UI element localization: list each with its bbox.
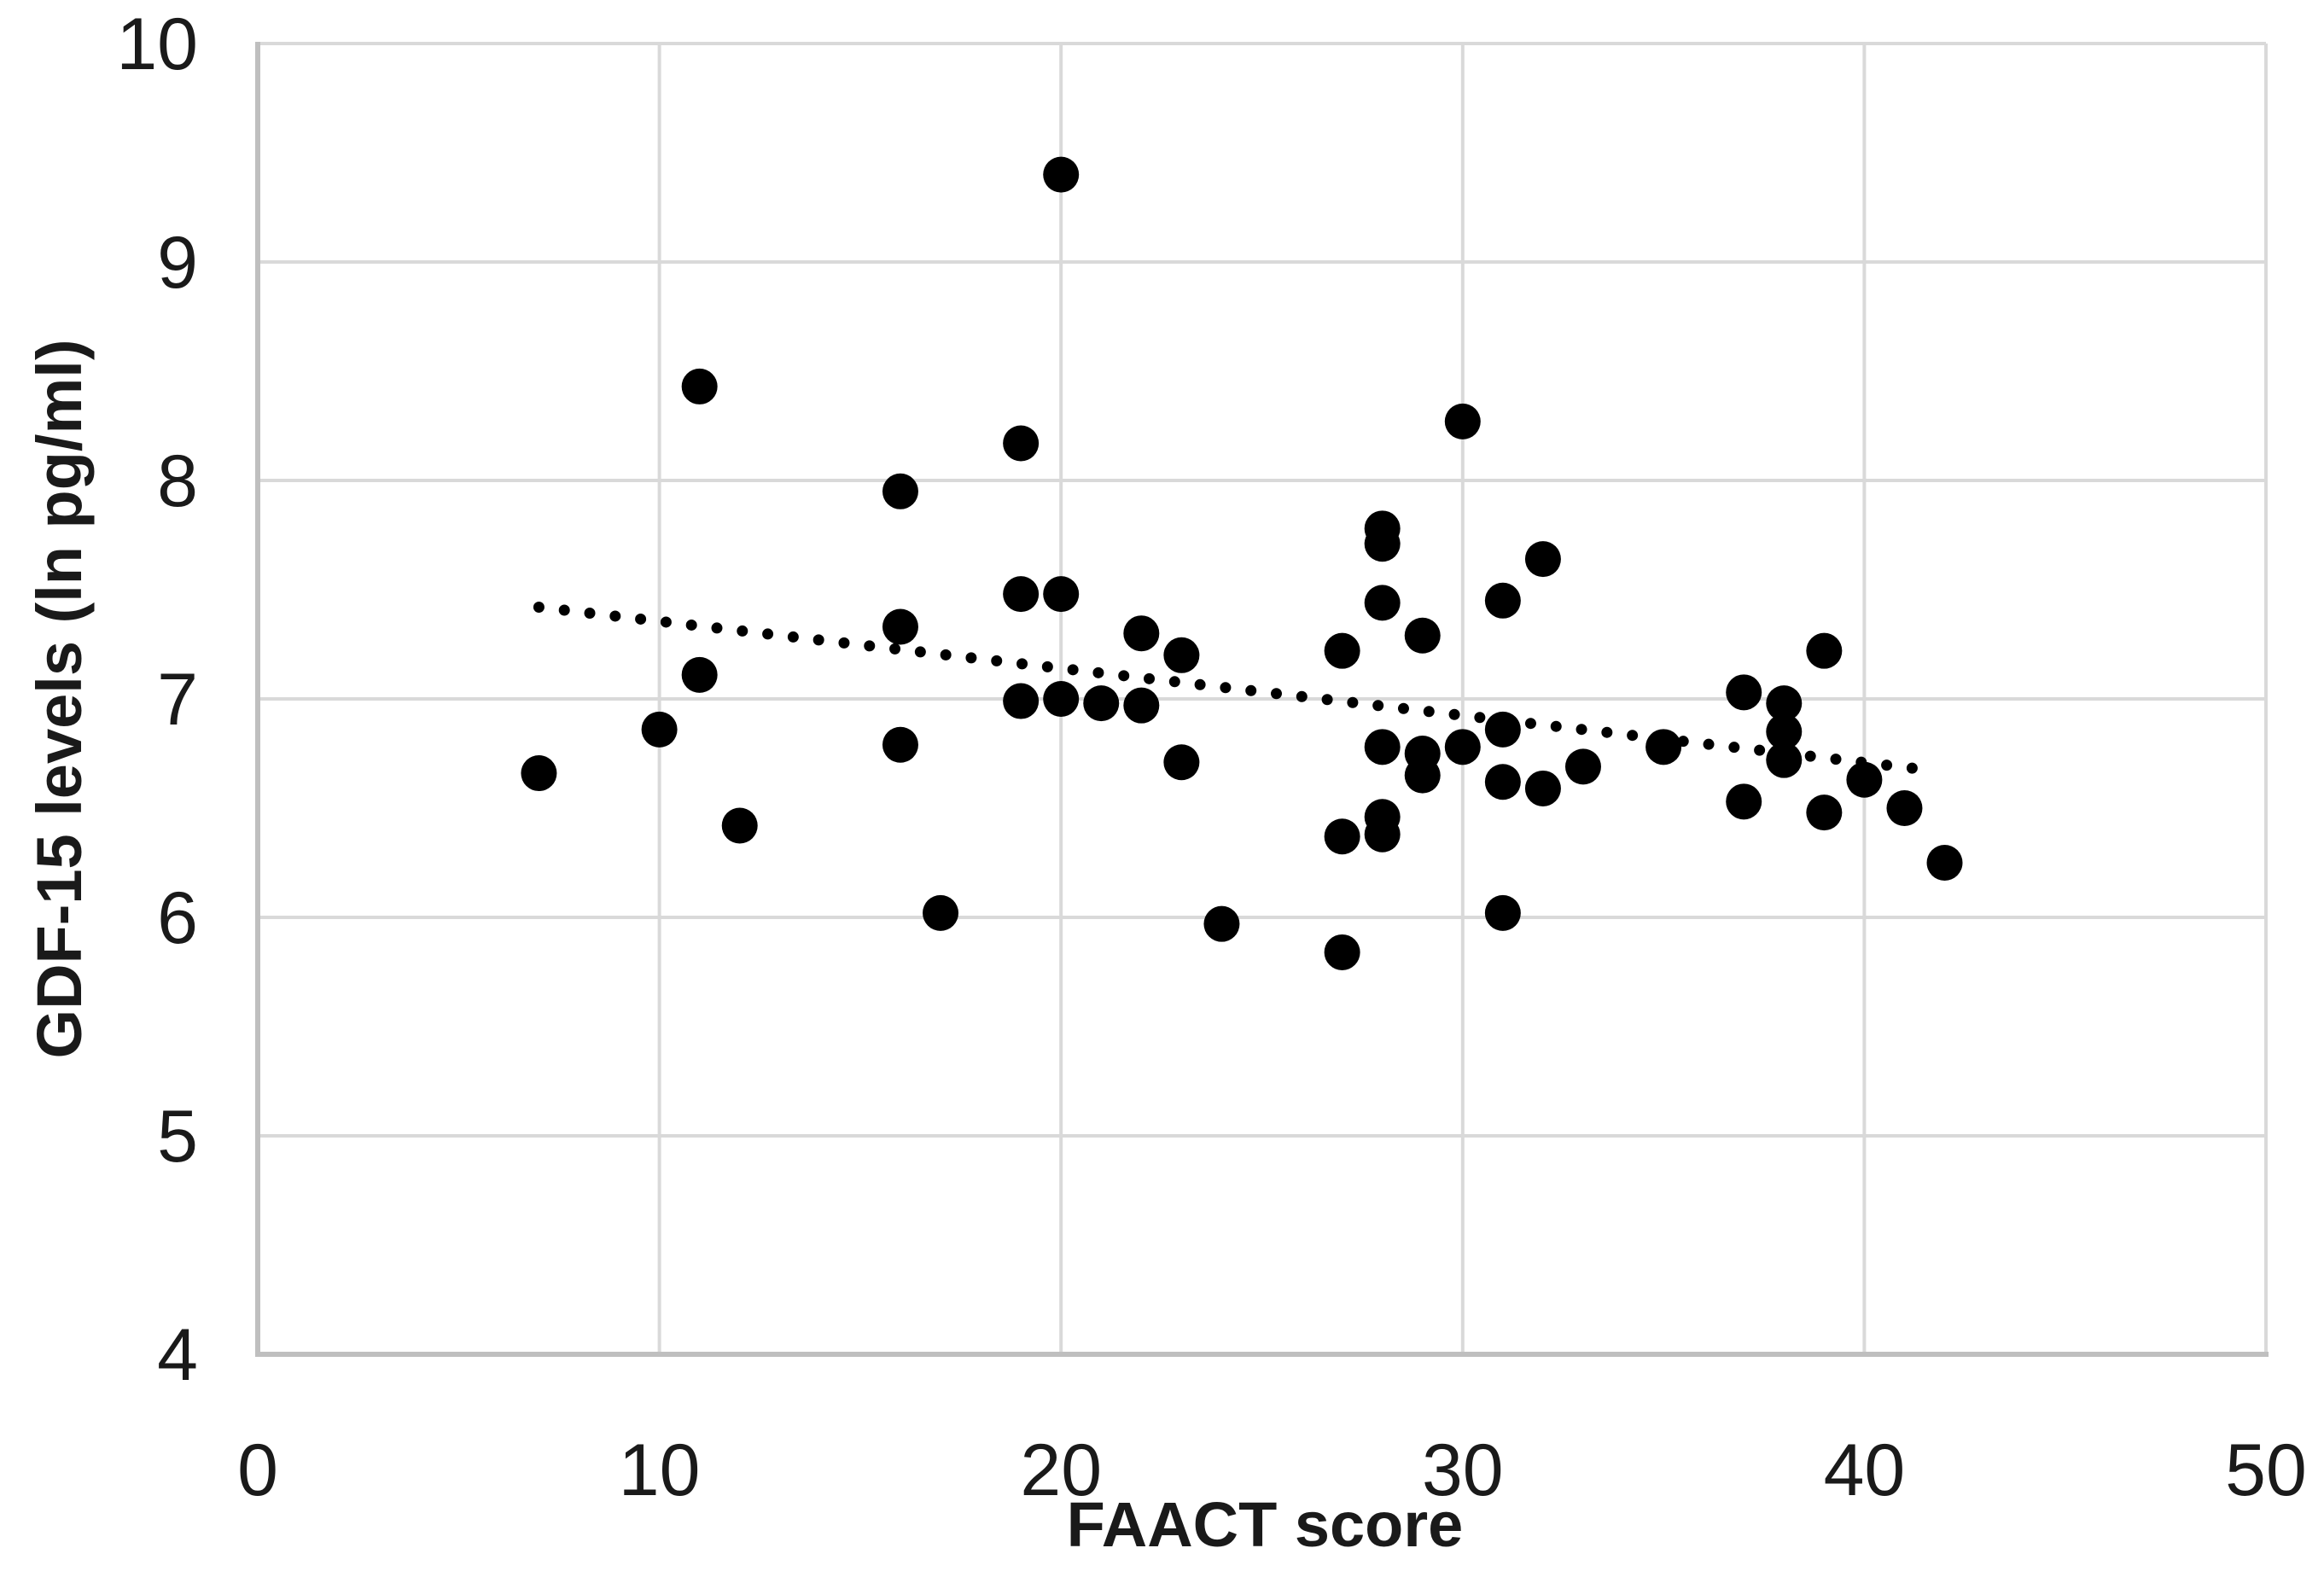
data-point xyxy=(1043,576,1080,613)
data-points xyxy=(521,156,1963,970)
x-tick-label: 0 xyxy=(237,1429,278,1511)
y-tick-label: 7 xyxy=(157,659,198,741)
data-point xyxy=(1003,576,1040,613)
data-point xyxy=(1083,685,1120,722)
data-point xyxy=(1043,156,1080,193)
data-point xyxy=(1726,674,1762,711)
data-point xyxy=(1163,744,1200,781)
data-point xyxy=(1364,526,1401,562)
data-point xyxy=(1886,790,1923,826)
data-point xyxy=(1524,541,1561,578)
data-point xyxy=(721,807,758,844)
data-point xyxy=(1926,845,1963,881)
data-point xyxy=(1806,794,1843,831)
y-tick-label: 6 xyxy=(157,877,198,959)
data-point xyxy=(1766,713,1803,750)
data-point xyxy=(1806,632,1843,669)
data-point xyxy=(923,894,959,931)
y-tick-label: 8 xyxy=(157,440,198,522)
x-tick-label: 30 xyxy=(1422,1429,1504,1511)
y-tick-label: 10 xyxy=(116,3,198,85)
axes xyxy=(255,42,2269,1357)
data-point xyxy=(681,368,718,404)
data-point xyxy=(882,726,918,763)
x-tick-label: 20 xyxy=(1020,1429,1102,1511)
x-tick-label: 40 xyxy=(1824,1429,1906,1511)
data-point xyxy=(1766,742,1803,778)
data-point xyxy=(1726,783,1762,820)
data-point xyxy=(1484,582,1521,619)
data-point xyxy=(1203,905,1240,942)
data-point xyxy=(1364,816,1401,853)
data-point xyxy=(1123,687,1160,724)
data-point xyxy=(1003,425,1040,462)
data-point xyxy=(1163,637,1200,673)
data-point xyxy=(681,656,718,693)
data-point xyxy=(1123,615,1160,652)
data-point xyxy=(1484,764,1521,800)
data-point xyxy=(1364,585,1401,621)
data-point xyxy=(521,755,557,792)
data-point xyxy=(1324,934,1360,970)
data-point xyxy=(882,473,918,509)
data-point xyxy=(1645,729,1682,765)
data-point xyxy=(1043,681,1080,717)
trend-line xyxy=(533,601,1942,777)
data-point xyxy=(1444,403,1481,439)
y-tick-label: 5 xyxy=(157,1096,198,1178)
data-point xyxy=(1444,729,1481,765)
data-point xyxy=(1484,894,1521,931)
y-tick-label: 9 xyxy=(157,222,198,304)
data-point xyxy=(1324,632,1360,669)
data-point xyxy=(882,608,918,645)
trend-dotted-line xyxy=(533,601,1942,777)
gridlines xyxy=(258,42,2268,1354)
data-point xyxy=(1484,711,1521,748)
data-point xyxy=(1364,729,1401,765)
y-axis-title: GDF-15 levels (ln pg/ml) xyxy=(24,340,95,1059)
data-point xyxy=(1564,748,1601,785)
axis-labels: 4 5 6 7 8 9 10 0 10 20 30 40 50 xyxy=(116,3,2307,1511)
data-point xyxy=(1766,685,1803,722)
x-tick-label: 50 xyxy=(2225,1429,2307,1511)
data-point xyxy=(641,711,678,748)
data-point xyxy=(1404,757,1441,794)
data-point xyxy=(1846,761,1883,798)
x-axis-title: FAACT score xyxy=(1067,1489,1464,1560)
data-point xyxy=(1003,683,1040,719)
y-tick-label: 4 xyxy=(157,1314,198,1396)
data-point xyxy=(1324,818,1360,855)
x-tick-label: 10 xyxy=(619,1429,701,1511)
data-point xyxy=(1524,770,1561,806)
data-point xyxy=(1404,617,1441,654)
